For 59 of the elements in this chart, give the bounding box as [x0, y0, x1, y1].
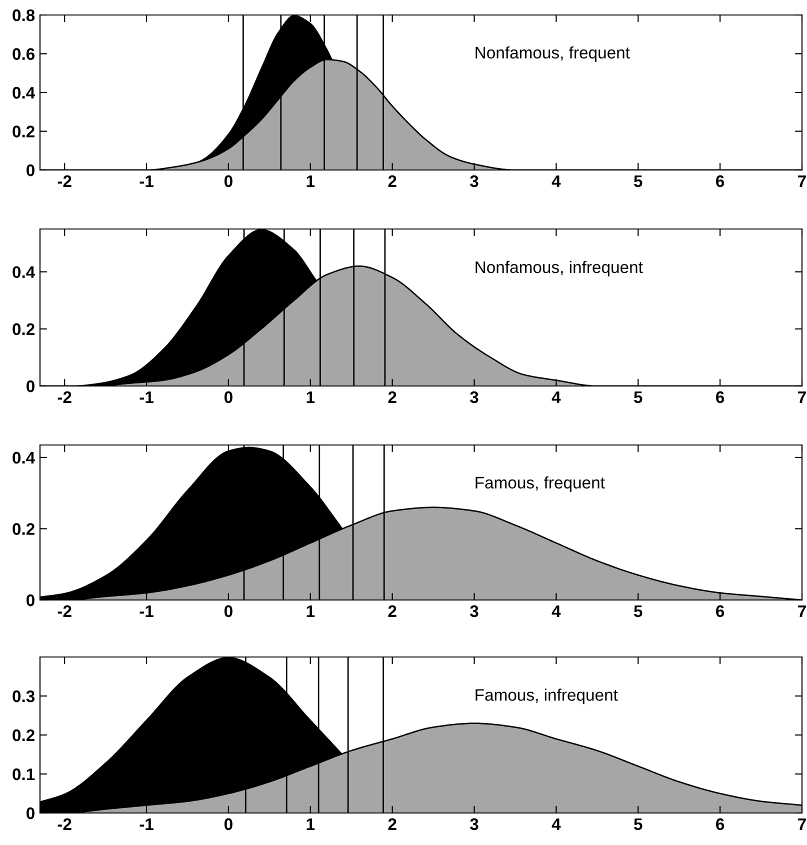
y-tick-label: 0.2: [12, 523, 34, 535]
x-tick-label: 7: [798, 391, 806, 403]
y-tick-label: 0.3: [12, 690, 35, 702]
y-tick-label: 0.8: [12, 9, 35, 22]
y-tick-label: 0: [26, 164, 34, 176]
x-tick-label: -1: [140, 818, 154, 830]
y-tick-label: 0.2: [12, 323, 34, 336]
x-tick-label: 6: [716, 175, 724, 188]
x-tick-label: -2: [58, 818, 72, 830]
x-tick-label: -1: [140, 391, 154, 403]
x-tick-label: 0: [224, 818, 232, 830]
x-tick-label: 3: [470, 818, 478, 830]
annotation: Nonfamous, infrequent: [476, 260, 643, 276]
x-tick-label: 7: [798, 175, 806, 187]
x-tick-label: 3: [470, 605, 478, 618]
y-tick-label: 0.4: [12, 266, 36, 278]
x-tick-label: 6: [716, 818, 724, 830]
y-tick-label: 0.2: [12, 126, 34, 138]
x-tick-label: 1: [306, 175, 315, 187]
x-tick-label: 3: [470, 175, 478, 188]
y-tick-label: 0.1: [12, 768, 35, 780]
x-tick-label: -1: [140, 175, 154, 187]
x-tick-label: -2: [58, 605, 72, 617]
x-tick-label: 4: [552, 391, 561, 403]
x-tick-label: 1: [306, 391, 315, 403]
x-tick-label: 1: [306, 818, 315, 830]
x-tick-label: 2: [388, 818, 396, 830]
x-tick-label: 5: [634, 391, 642, 404]
x-tick-label: -2: [58, 391, 72, 403]
x-tick-label: 0: [224, 605, 232, 618]
y-tick-label: 0.4: [12, 86, 36, 99]
x-tick-label: 2: [388, 605, 396, 617]
x-tick-label: 3: [470, 391, 478, 404]
x-tick-label: -1: [140, 605, 154, 617]
y-tick-label: 0.4: [12, 452, 36, 464]
x-tick-label: 2: [388, 175, 396, 187]
y-tick-label: 0: [26, 594, 34, 606]
x-tick-label: 4: [552, 818, 561, 830]
annotation: Famous, infrequent: [476, 688, 618, 704]
x-tick-label: 5: [634, 605, 642, 618]
x-tick-label: 7: [798, 818, 806, 830]
y-tick-label: 0.2: [12, 729, 34, 742]
y-tick-label: 0: [26, 380, 34, 392]
x-tick-label: -2: [58, 175, 72, 187]
x-tick-label: 0: [224, 175, 232, 188]
y-tick-label: 0: [26, 807, 34, 820]
y-tick-label: 0.6: [12, 48, 35, 60]
x-tick-label: 5: [634, 175, 642, 188]
x-tick-label: 6: [716, 605, 724, 618]
x-tick-label: 5: [634, 818, 642, 830]
x-tick-label: 4: [552, 605, 561, 617]
x-tick-label: 2: [388, 391, 396, 403]
annotation: Nonfamous, frequent: [476, 46, 630, 62]
x-tick-label: 7: [798, 605, 806, 617]
x-tick-label: 1: [306, 605, 315, 617]
x-tick-label: 0: [224, 391, 232, 404]
x-tick-label: 4: [552, 175, 561, 187]
x-tick-label: 6: [716, 391, 724, 404]
annotation: Famous, frequent: [476, 476, 605, 492]
